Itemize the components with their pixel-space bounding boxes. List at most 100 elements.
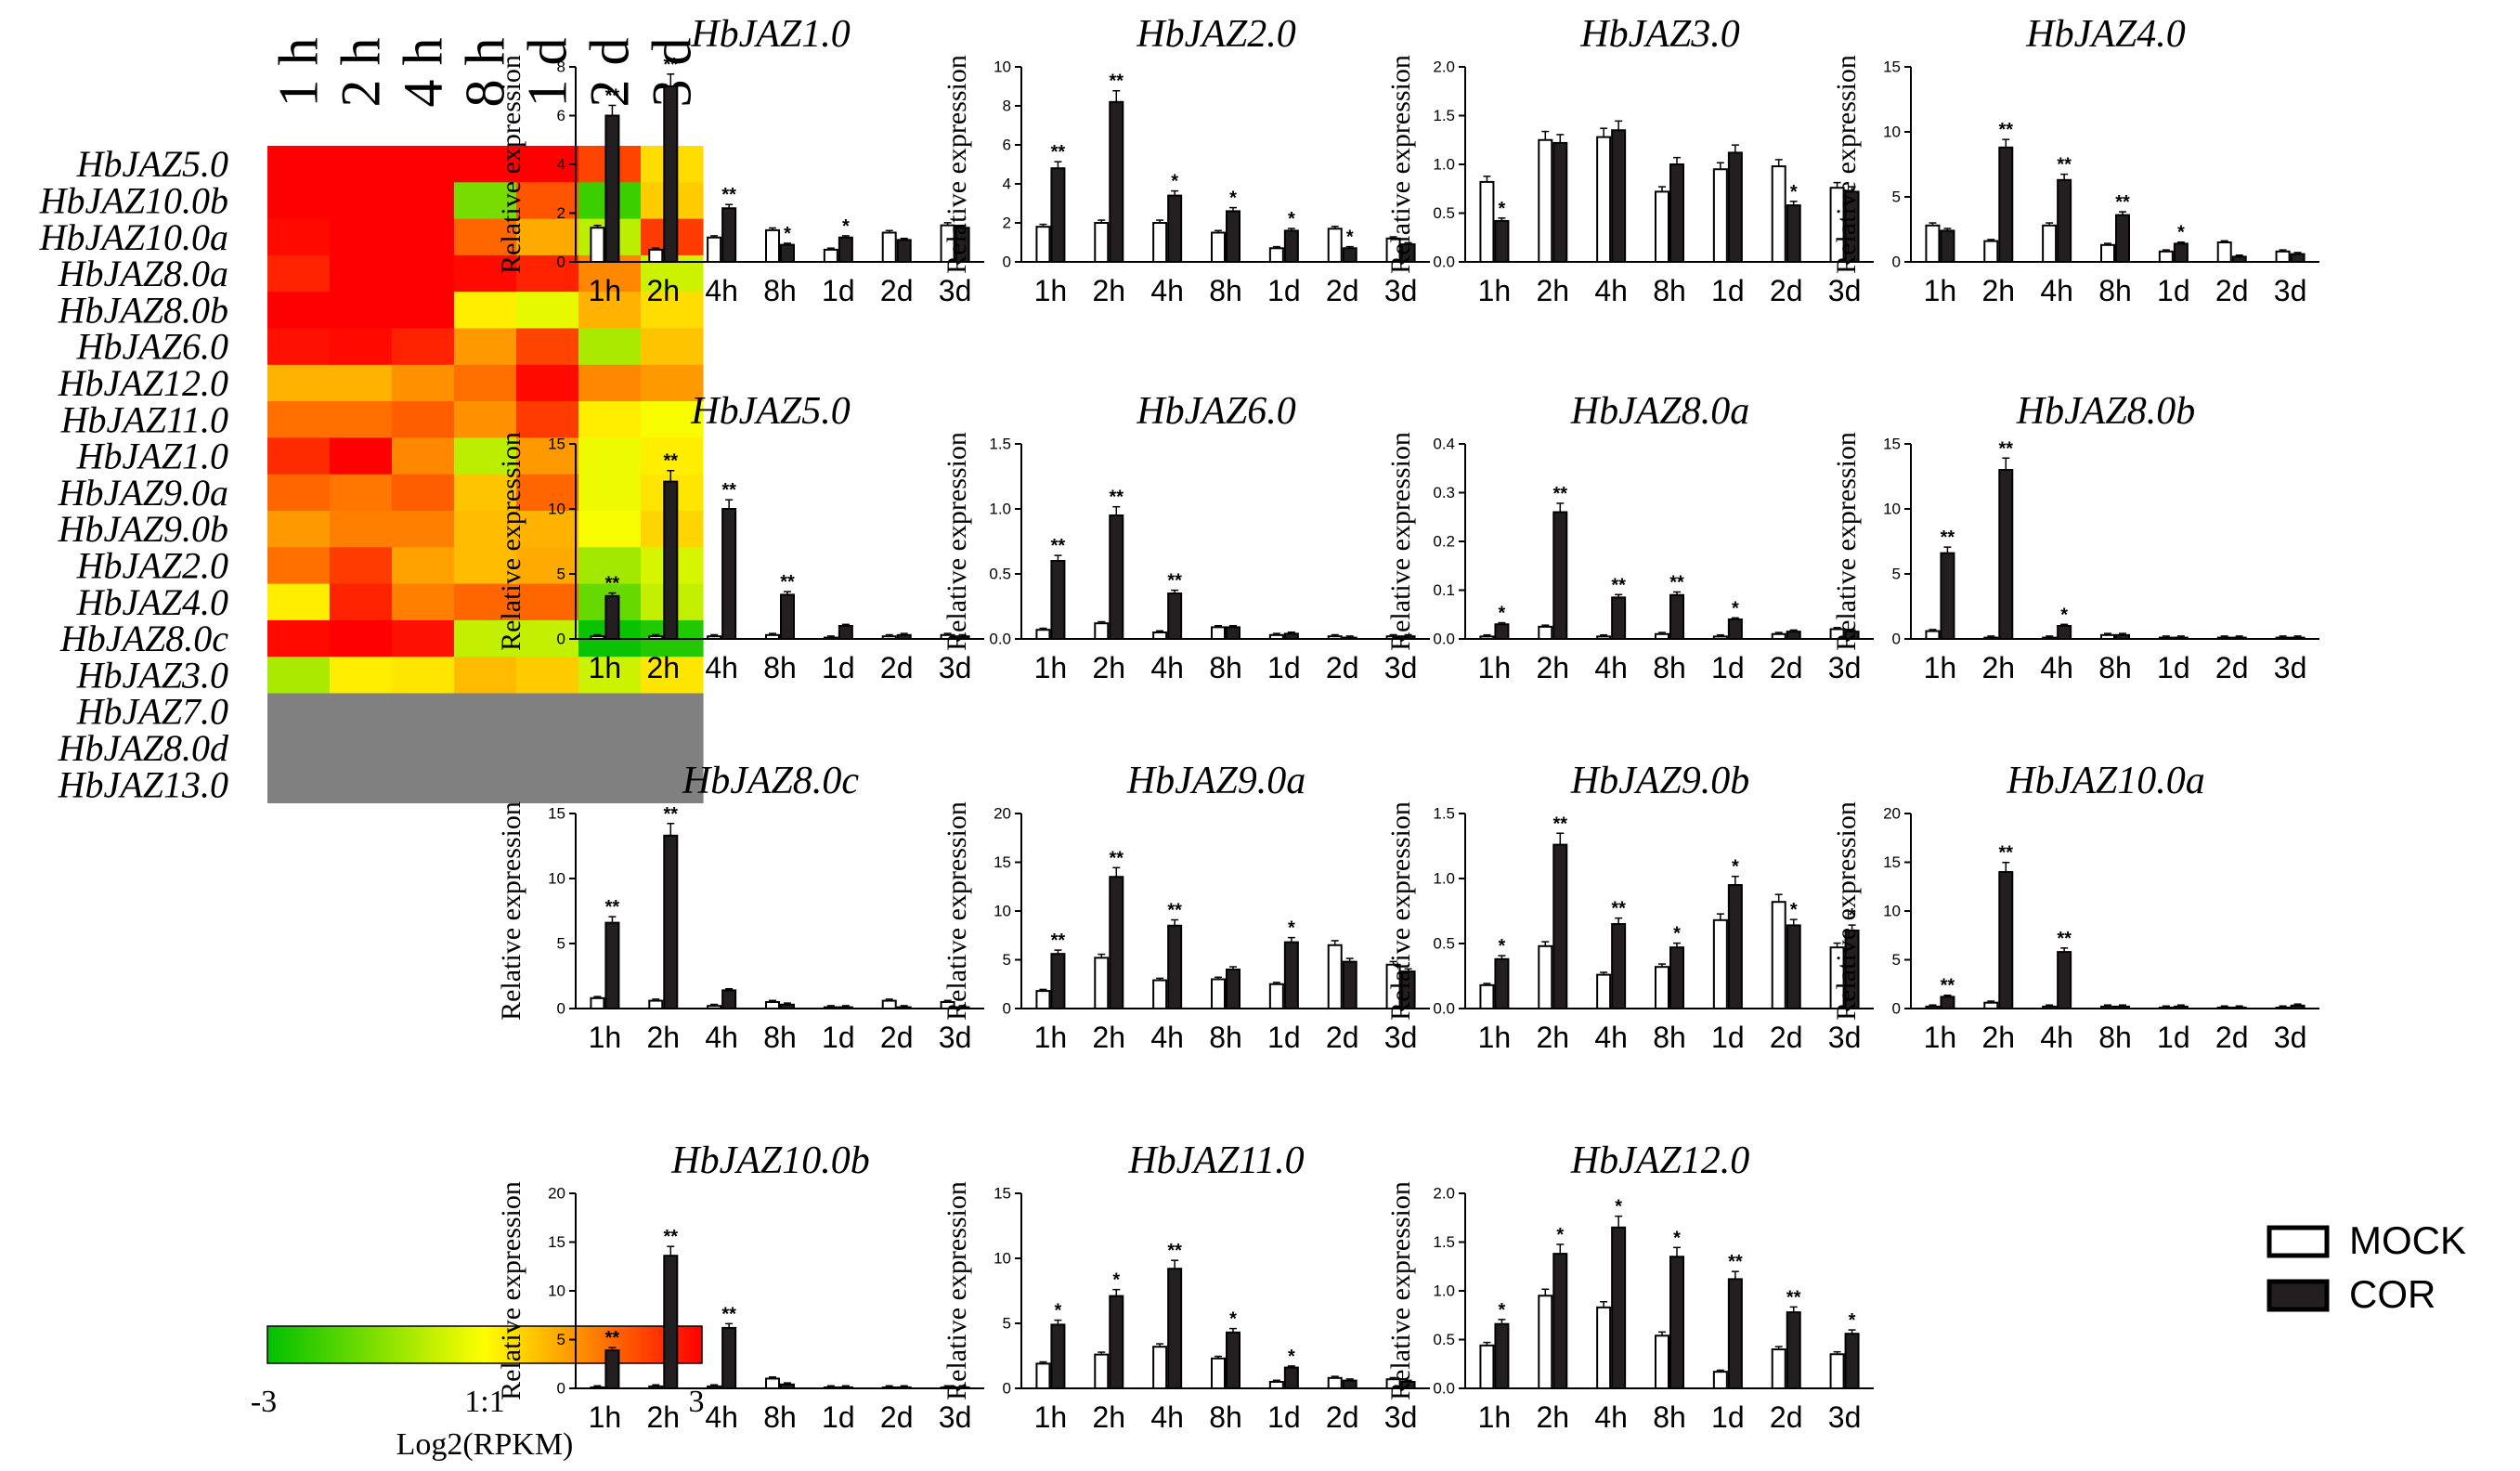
legend-cor-label: COR [2349,1272,2436,1316]
x-tick-label: 8h [763,1021,797,1054]
y-axis-label: Relative expression [942,55,972,274]
heatmap-row-label: HbJAZ7.0 [76,691,228,733]
y-axis-label: Relative expression [496,1181,526,1400]
bar-mock [1385,237,1401,263]
y-tick-label: 15 [994,1185,1011,1203]
x-tick-label: 2d [880,1400,914,1434]
significance-label: ** [2057,929,2072,949]
bar-mock [1211,978,1226,1009]
bar-mock [1385,635,1401,641]
chart-title: HbJAZ1.0 [690,13,851,56]
heatmap-cell [392,474,455,512]
heatmap-cell [516,182,579,220]
significance-label: ** [1051,536,1066,556]
significance-label: ** [1051,931,1066,951]
heatmap-cell [454,511,517,548]
bar-mock [1035,1362,1051,1390]
heatmap-cell [641,292,704,330]
bar-mock [765,228,780,263]
bar-chart-panel: HbJAZ11.0 Relative expression 0 5 10 15 * 1h * 2h… [942,1139,1430,1434]
bar-mock [1327,228,1343,264]
y-tick-label: 6 [1003,137,1011,154]
significance-label: * [1346,228,1354,248]
heatmap-cell [267,583,331,621]
x-tick-label: 3d [2274,651,2307,684]
significance-label: ** [1167,571,1182,592]
heatmap-row-label: HbJAZ6.0 [76,326,228,368]
bar-cor [780,593,795,641]
bar-chart-panel: HbJAZ12.0 Relative expression 0.0 0.5 1.0 1.5… [1385,1139,1874,1434]
x-tick-label: 2h [1536,1400,1569,1434]
bar-cor [2290,636,2306,640]
bar-cor [1611,129,1627,263]
x-tick-label: 8h [1653,1400,1686,1434]
bar-mock [1829,1353,1845,1389]
x-tick-label: 8h [1209,651,1242,684]
chart-title: HbJAZ10.0b [670,1139,870,1182]
heatmap-cell [578,511,642,548]
bar-chart-panel: HbJAZ10.0a Relative expression 0 5 10 15 20 ** 1… [1831,760,2319,1054]
bar-cor [1342,960,1357,1009]
bar-mock [1479,983,1495,1010]
bar-cor [2115,1005,2130,1010]
y-tick-label: 2.0 [1433,1185,1455,1203]
significance-label: * [784,224,791,244]
x-tick-label: 1h [1478,274,1512,307]
bar-cor [663,480,679,640]
bar-mock [648,999,664,1009]
x-tick-label: 2h [1536,274,1569,307]
y-tick-label: 0 [557,1000,565,1018]
y-axis-label: Relative expression [496,432,526,651]
heatmap-cell [454,474,517,512]
heatmap-cell [330,364,393,402]
bar-mock [707,635,722,641]
chart-title: HbJAZ2.0 [1136,13,1296,56]
significance-label: * [842,216,850,237]
x-tick-label: 3d [2274,274,2307,307]
bar-cor [1226,626,1241,641]
x-tick-label: 2d [880,651,914,684]
colorbar: -3 1:1 3 Log2(RPKM) [251,1325,705,1462]
x-tick-label: 2h [1981,1021,2015,1054]
x-tick-label: 4h [1594,651,1628,684]
bar-mock [1211,231,1226,263]
significance-label: * [1615,1197,1622,1217]
bar-cor [1342,1379,1357,1389]
x-tick-label: 8h [1209,274,1242,307]
significance-label: ** [1109,72,1124,92]
heatmap-cell [641,657,704,695]
x-tick-label: 1h [1478,1400,1512,1434]
bar-cor [2173,1005,2189,1010]
heatmap-cell [516,401,579,438]
x-tick-label: 2h [1536,651,1569,684]
heatmap-cell [330,474,393,512]
bar-mock [590,635,605,641]
significance-label: ** [1941,976,1955,996]
heatmap-col-label: 2 h [331,38,392,108]
y-axis-label: Relative expression [496,801,526,1021]
chart-title: HbJAZ10.0a [2006,760,2205,802]
bar-mock [1712,635,1728,640]
x-tick-label: 2d [1326,1400,1359,1434]
bar-cor [2231,636,2247,640]
bar-cor [1786,631,1801,640]
significance-label: ** [1998,438,2013,459]
significance-label: ** [605,897,620,918]
heatmap-cell [454,182,517,220]
significance-label: * [1732,857,1739,878]
significance-label: ** [1167,901,1182,921]
heatmap-cell [330,619,393,657]
bar-mock [1385,1378,1401,1389]
bar-mock [940,1001,955,1009]
y-tick-label: 0 [1003,1000,1011,1018]
bar-cor [1167,194,1183,264]
heatmap-row-label: HbJAZ10.0a [39,216,228,258]
heatmap-cell [267,547,331,585]
bar-cor [780,1003,795,1010]
x-tick-label: 1d [2157,274,2190,307]
bar-mock [1983,1001,1999,1009]
x-tick-label: 4h [1594,274,1628,307]
